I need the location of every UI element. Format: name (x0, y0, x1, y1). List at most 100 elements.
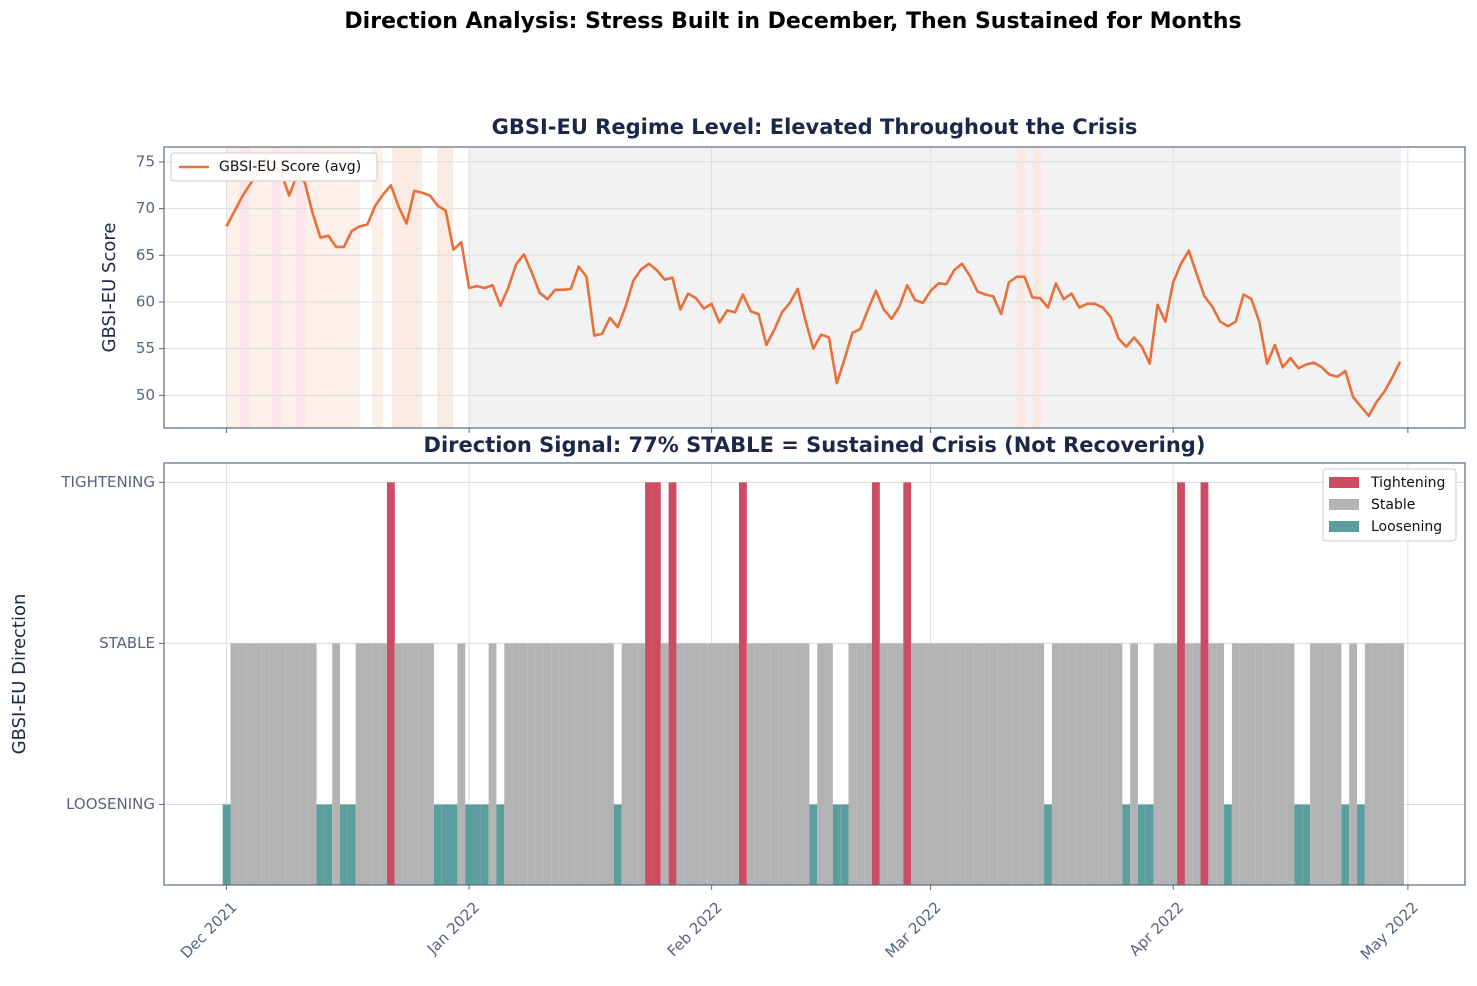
score-line (225, 157, 1402, 418)
direction-bar (723, 643, 732, 885)
direction-bar (676, 643, 685, 885)
regime-band (437, 147, 453, 428)
direction-bar (402, 643, 411, 885)
direction-bar (817, 643, 826, 885)
direction-bar (989, 643, 998, 885)
regime-band (1033, 147, 1041, 428)
direction-bar (230, 643, 239, 885)
direction-bar (332, 643, 341, 885)
direction-bar (793, 643, 802, 885)
axes-frame (163, 146, 1466, 429)
direction-bar (566, 643, 575, 885)
legend-label: GBSI-EU Score (avg) (219, 159, 361, 175)
direction-bar (1020, 643, 1029, 885)
direction-bar (1396, 643, 1404, 885)
y-tick-label: 65 (136, 246, 155, 264)
direction-bar (277, 643, 286, 885)
direction-bar (981, 643, 990, 885)
direction-bar (496, 804, 505, 885)
direction-bar (832, 804, 841, 885)
direction-bar (300, 643, 309, 885)
direction-bar (1388, 643, 1397, 885)
regime-band (392, 147, 422, 428)
y-tick-label: 70 (136, 199, 155, 217)
direction-bar (699, 643, 708, 885)
direction-bar (1349, 643, 1358, 885)
direction-bar (394, 643, 403, 885)
direction-bar (433, 804, 442, 885)
direction-bar (253, 643, 262, 885)
direction-bar (316, 804, 325, 885)
direction-bar (903, 482, 912, 885)
direction-bar (449, 804, 458, 885)
legend-box (170, 152, 378, 182)
direction-bar (347, 804, 356, 885)
direction-bar (574, 643, 583, 885)
direction-bar (1075, 643, 1084, 885)
direction-bar (551, 643, 560, 885)
direction-bar (1059, 643, 1068, 885)
direction-bar (1310, 643, 1318, 885)
direction-bar (1317, 643, 1326, 885)
direction-bar (285, 643, 294, 885)
direction-bar (754, 643, 763, 885)
regime-band (1017, 147, 1025, 428)
direction-bar (269, 643, 278, 885)
direction-bar (535, 643, 544, 885)
legend-swatch (1329, 499, 1359, 510)
direction-bar (887, 643, 896, 885)
direction-bar (770, 643, 779, 885)
direction-bar (660, 643, 669, 885)
direction-bar (668, 482, 677, 885)
direction-bar (840, 804, 849, 885)
legend-label: Loosening (1371, 519, 1442, 535)
regime-band (272, 147, 281, 428)
direction-bar (340, 804, 348, 885)
direction-bar (1286, 643, 1295, 885)
direction-bar (582, 643, 591, 885)
direction-bar (1200, 482, 1209, 885)
direction-bar (504, 643, 513, 885)
legend-label: Stable (1371, 497, 1415, 513)
direction-bar (1051, 643, 1060, 885)
legend-swatch (1329, 521, 1359, 532)
direction-bar (825, 643, 833, 885)
direction-bar (801, 643, 810, 885)
direction-bar (1161, 643, 1170, 885)
direction-bar (785, 643, 794, 885)
direction-bar (324, 804, 333, 885)
direction-bar (473, 804, 481, 885)
direction-bar (1004, 643, 1013, 885)
direction-bar (1106, 643, 1115, 885)
direction-bar (707, 643, 716, 885)
direction-bar (598, 643, 607, 885)
direction-bar (1341, 804, 1350, 885)
direction-bar (1231, 643, 1240, 885)
direction-bar (645, 482, 653, 885)
direction-bar (1028, 643, 1037, 885)
direction-bar (809, 804, 818, 885)
direction-bar (261, 643, 270, 885)
direction-bar (457, 643, 466, 885)
y-tick-label: 60 (136, 292, 155, 310)
direction-bar (1012, 643, 1021, 885)
direction-bar (238, 643, 247, 885)
direction-bar (308, 643, 317, 885)
direction-bar (1247, 643, 1256, 885)
y-tick-label: TIGHTENING (60, 473, 155, 491)
y-axis-label: GBSI-EU Score (99, 223, 120, 353)
direction-bar (1192, 643, 1201, 885)
direction-bar (958, 643, 966, 885)
direction-bar (879, 643, 888, 885)
direction-bar (746, 643, 755, 885)
direction-bar (1208, 643, 1217, 885)
direction-bar (363, 643, 372, 885)
direction-bar (410, 643, 419, 885)
direction-bar (1263, 643, 1271, 885)
direction-bar (950, 643, 959, 885)
y-tick-label: 75 (136, 152, 155, 170)
direction-bar (613, 804, 622, 885)
direction-bar (222, 804, 231, 885)
direction-bar (1098, 643, 1107, 885)
direction-bar (848, 643, 857, 885)
